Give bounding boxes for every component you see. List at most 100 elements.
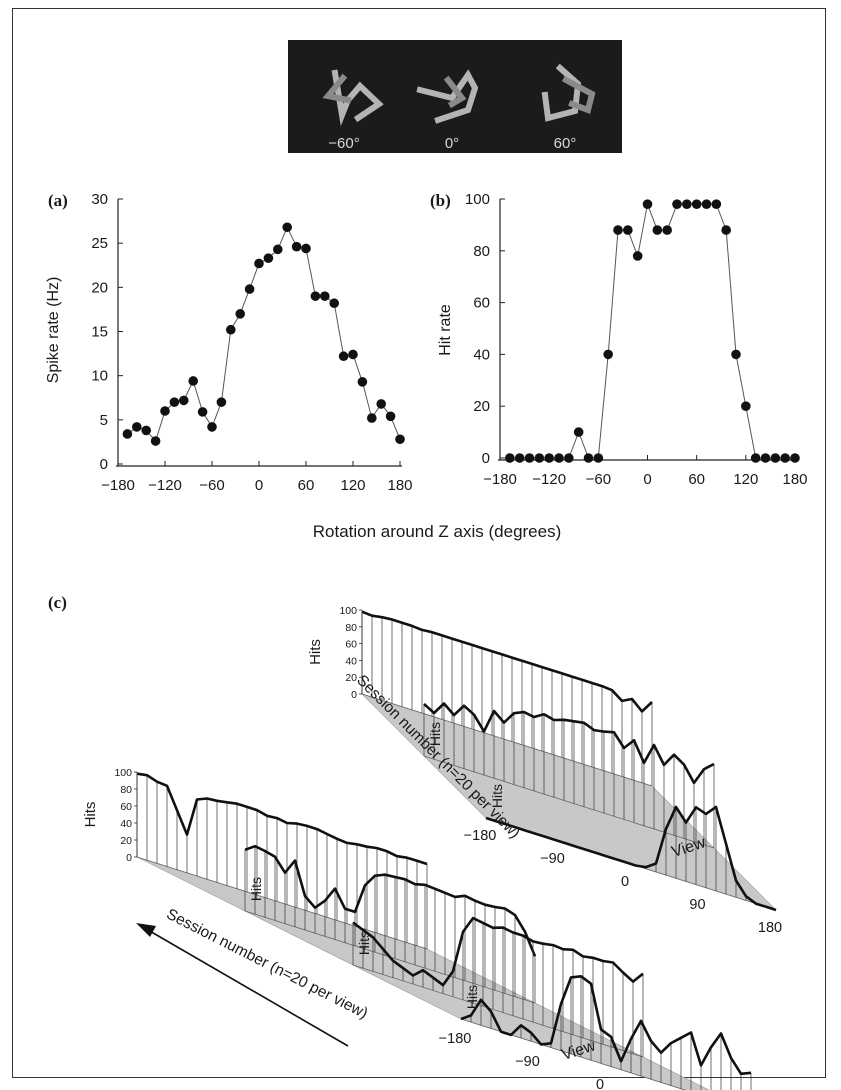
row-1: Hits	[244, 844, 537, 1004]
panel-b-ylabel: Hit rate	[437, 304, 454, 356]
hits-tick-label: 60	[345, 639, 357, 651]
panel-c-label: (c)	[48, 593, 67, 612]
panel-a-label: (a)	[48, 191, 68, 210]
data-point	[514, 453, 525, 463]
hits-tick-label: 0	[126, 852, 132, 864]
x-tick-label: 0	[255, 477, 263, 494]
row-2: Hits	[485, 784, 777, 912]
data-point	[554, 453, 564, 463]
view-tick-label: 0	[621, 874, 629, 890]
data-point	[207, 422, 217, 432]
hit-curve	[460, 974, 752, 1076]
view-tick-label: −180	[464, 828, 497, 844]
y-tick-label: 10	[91, 368, 108, 385]
y-tick-label: 40	[473, 346, 490, 363]
hits-tick-label: 80	[345, 622, 357, 634]
x-tick-label: 60	[298, 477, 315, 494]
data-point	[226, 324, 236, 335]
row-2: Hits	[352, 916, 644, 1058]
y-tick-label: 60	[473, 295, 490, 312]
data-point	[691, 199, 702, 209]
data-point	[357, 377, 368, 387]
hits-tick-label: 40	[345, 655, 357, 667]
data-point	[721, 225, 731, 235]
session-arrow-head	[136, 923, 156, 937]
data-point	[573, 427, 584, 437]
row-baseline	[352, 964, 644, 1058]
y-tick-label: 15	[91, 324, 108, 341]
data-point	[320, 291, 330, 301]
x-tick-label: −120	[148, 477, 182, 494]
data-point	[329, 298, 340, 309]
data-point	[150, 436, 161, 446]
data-point	[652, 225, 663, 235]
y-tick-label: 100	[465, 191, 490, 208]
data-point	[711, 199, 722, 209]
data-point	[263, 253, 274, 263]
figure-frame	[12, 8, 826, 1078]
y-tick-label: 5	[100, 412, 108, 429]
hits-tick-label: 20	[120, 835, 132, 847]
hits-label: Hits	[489, 784, 505, 808]
hit-curve	[136, 772, 428, 866]
view-tick-label: −90	[540, 851, 565, 867]
data-point	[301, 243, 311, 254]
hit-curve	[361, 610, 653, 713]
data-point	[564, 453, 574, 463]
data-point	[338, 351, 349, 362]
x-tick-label: −60	[586, 471, 611, 488]
hit-curve	[244, 844, 537, 957]
data-point	[750, 453, 761, 463]
series-line	[509, 202, 795, 459]
view-tick-label: −90	[515, 1054, 540, 1070]
data-point	[770, 453, 781, 463]
data-point	[780, 453, 790, 463]
hits-tick-label: 0	[351, 689, 357, 701]
data-point	[385, 411, 396, 422]
data-point	[544, 453, 554, 463]
hits-label: Hits	[464, 985, 480, 1009]
data-point	[291, 241, 302, 252]
data-point	[395, 434, 405, 445]
data-point	[160, 406, 170, 416]
x-tick-label: −180	[101, 477, 135, 494]
hit-curve	[423, 702, 715, 785]
hits-tick-label: 100	[339, 605, 357, 617]
row-baseline	[136, 856, 428, 950]
data-point	[741, 401, 751, 412]
y-tick-label: 30	[91, 191, 108, 208]
hits-axis-label: Hits	[82, 802, 99, 828]
stimulus-strip: −60° 0° 60°	[288, 40, 622, 153]
data-point	[632, 251, 643, 261]
data-point	[701, 199, 712, 209]
session-arrow-shaft	[147, 929, 349, 1047]
shared-x-axis-label: Rotation around Z axis (degrees)	[313, 522, 562, 541]
data-point	[731, 349, 741, 360]
data-point	[760, 453, 771, 463]
hits-axis-label: Hits	[307, 639, 324, 665]
view-tick-label: 0	[596, 1077, 604, 1090]
data-point	[273, 244, 283, 255]
row-3: Hits	[460, 974, 752, 1090]
stimulus-object-minus60	[322, 69, 384, 127]
hits-label: Hits	[427, 722, 443, 746]
hits-tick-label: 80	[120, 784, 132, 796]
x-tick-label: 60	[688, 471, 705, 488]
data-point	[244, 284, 255, 294]
data-point	[583, 453, 594, 463]
data-point	[642, 199, 653, 209]
data-point	[310, 291, 321, 301]
data-point	[662, 225, 672, 235]
hits-tick-label: 100	[114, 767, 132, 779]
data-point	[197, 407, 208, 417]
data-point	[367, 413, 377, 423]
data-point	[254, 258, 264, 269]
y-tick-label: 20	[473, 398, 490, 415]
y-tick-label: 0	[482, 450, 490, 467]
x-tick-label: 180	[387, 477, 412, 494]
data-point	[376, 399, 387, 409]
x-tick-label: 120	[340, 477, 365, 494]
stimulus-object-60	[541, 63, 596, 122]
row-1: Hits	[423, 702, 715, 849]
